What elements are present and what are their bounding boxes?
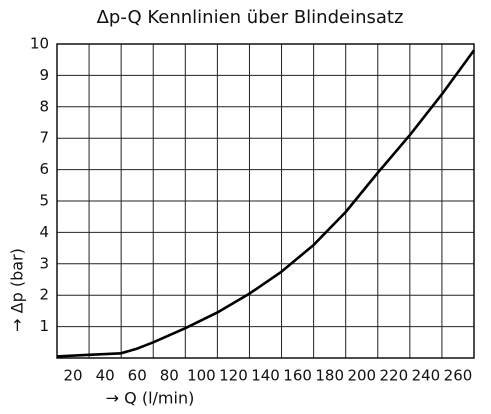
y-tick-label: 6 xyxy=(39,160,49,178)
y-tick-label: 8 xyxy=(39,97,49,115)
y-tick-label: 2 xyxy=(39,286,49,304)
x-tick-label: 160 xyxy=(283,367,312,385)
y-tick-label: 7 xyxy=(39,129,49,147)
x-tick-label: 60 xyxy=(128,367,147,385)
plot-frame xyxy=(56,43,475,359)
chart-title: Δp-Q Kennlinien über Blindeinsatz xyxy=(97,7,404,28)
y-tick-label: 5 xyxy=(39,192,49,210)
x-tick-label: 180 xyxy=(315,367,344,385)
x-tick-label: 120 xyxy=(219,367,248,385)
y-tick-label: 3 xyxy=(39,254,49,272)
x-axis-label: → Q (l/min) xyxy=(106,389,195,408)
x-tick-label: 100 xyxy=(187,367,216,385)
x-tick-label: 40 xyxy=(96,367,115,385)
y-axis-label: → Δp (bar) xyxy=(8,248,27,332)
x-tick-label: 80 xyxy=(160,367,179,385)
y-tick-label: 9 xyxy=(39,66,49,84)
x-tick-label: 200 xyxy=(347,367,376,385)
y-tick-label: 4 xyxy=(39,223,49,241)
x-tick-label: 260 xyxy=(444,367,473,385)
x-tick-label: 140 xyxy=(251,367,280,385)
x-tick-label: 240 xyxy=(412,367,441,385)
y-tick-label: 10 xyxy=(30,35,49,53)
x-tick-label: 20 xyxy=(64,367,83,385)
y-tick-label: 1 xyxy=(39,317,49,335)
data-line xyxy=(56,49,476,358)
x-tick-label: 220 xyxy=(380,367,409,385)
